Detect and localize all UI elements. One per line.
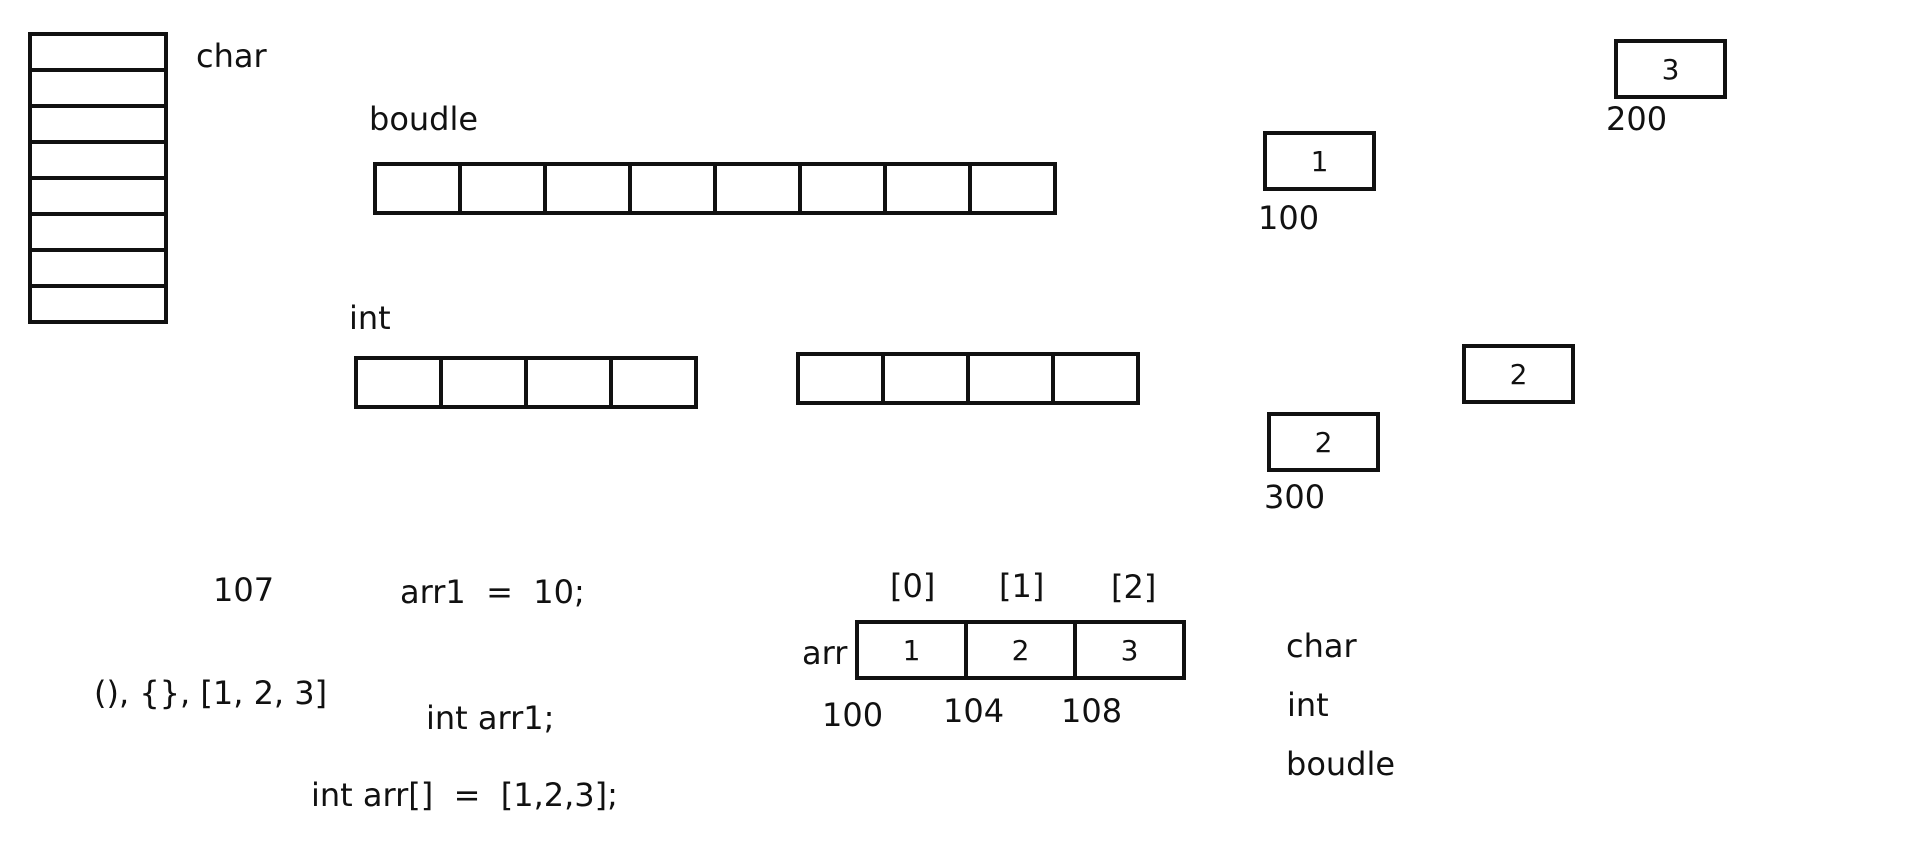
array-index: [2] xyxy=(1111,568,1157,606)
char-cell xyxy=(28,248,168,288)
int-cell xyxy=(1051,352,1140,405)
value-box: 3 xyxy=(1614,39,1727,99)
array-address: 100 xyxy=(822,696,884,734)
code-assign: arr1 = 10; xyxy=(400,573,585,611)
char-cell xyxy=(28,32,168,72)
address-label: 200 xyxy=(1606,100,1668,138)
int-cell xyxy=(881,352,970,405)
int-cell xyxy=(966,352,1055,405)
double-cell xyxy=(543,162,632,215)
array-cell: 3 xyxy=(1073,620,1186,680)
type-list-item: char xyxy=(1286,627,1357,665)
note-107: 107 xyxy=(213,571,275,609)
int-cell xyxy=(524,356,613,409)
char-cell xyxy=(28,212,168,252)
array-address: 108 xyxy=(1061,692,1123,730)
address-label: 300 xyxy=(1264,478,1326,516)
int-cell xyxy=(439,356,528,409)
int-cell-row-2 xyxy=(796,352,1140,405)
array-address: 104 xyxy=(943,692,1005,730)
int-label: int xyxy=(349,299,391,337)
array-index: [1] xyxy=(999,567,1045,605)
double-cell xyxy=(968,162,1057,215)
value-box: 1 xyxy=(1263,131,1376,191)
double-cell xyxy=(628,162,717,215)
int-cell xyxy=(796,352,885,405)
int-cell xyxy=(609,356,698,409)
char-cell-stack xyxy=(28,32,168,324)
double-cell-row xyxy=(373,162,1057,215)
type-list-item: int xyxy=(1287,686,1329,724)
code-array-init: int arr[] = [1,2,3]; xyxy=(311,776,618,814)
char-cell xyxy=(28,140,168,180)
type-list-item: boudle xyxy=(1286,745,1396,783)
array-cell: 2 xyxy=(964,620,1077,680)
int-cell xyxy=(354,356,443,409)
char-cell xyxy=(28,176,168,216)
double-cell xyxy=(713,162,802,215)
double-cell xyxy=(798,162,887,215)
char-cell xyxy=(28,284,168,324)
double-label: boudle xyxy=(369,100,479,138)
address-label: 100 xyxy=(1258,199,1320,237)
int-cell-row xyxy=(354,356,698,409)
value-box: 2 xyxy=(1462,344,1575,404)
array-name: arr xyxy=(802,634,848,672)
char-cell xyxy=(28,104,168,144)
double-cell xyxy=(373,162,462,215)
note-brackets: (), {}, [1, 2, 3] xyxy=(94,674,328,712)
double-cell xyxy=(883,162,972,215)
array-cell: 1 xyxy=(855,620,968,680)
array-cells: 1 2 3 xyxy=(855,620,1186,680)
value-box: 2 xyxy=(1267,412,1380,472)
char-cell xyxy=(28,68,168,108)
char-label: char xyxy=(196,37,267,75)
code-declaration: int arr1; xyxy=(426,699,555,737)
array-index: [0] xyxy=(890,567,936,605)
double-cell xyxy=(458,162,547,215)
